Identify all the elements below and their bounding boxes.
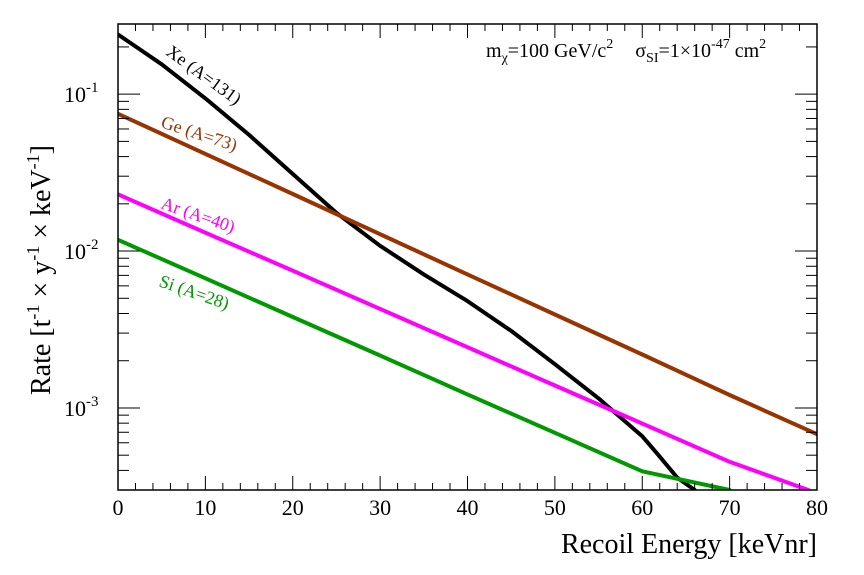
annotation-m-sup: 2 bbox=[606, 37, 613, 52]
x-tick-label: 0 bbox=[113, 495, 124, 520]
x-tick-label: 40 bbox=[457, 495, 479, 520]
x-tick-label: 80 bbox=[806, 495, 828, 520]
annotation-s-sup: -47 bbox=[711, 37, 730, 52]
annotation-s-unit-sup: 2 bbox=[759, 37, 766, 52]
x-tick-label: 30 bbox=[369, 495, 391, 520]
series-line-2 bbox=[118, 192, 811, 490]
x-axis-title: Recoil Energy [keVnr] bbox=[561, 529, 817, 560]
y-tick-label: 10-3 bbox=[64, 394, 99, 421]
series-line-3 bbox=[118, 237, 732, 490]
y-axis-title: Rate [t-1 × y-1 × keV-1] bbox=[23, 145, 57, 395]
x-tick-label: 70 bbox=[719, 495, 741, 520]
annotation-text: mχ=100 GeV/c2 σSI=1×10-47 cm2 bbox=[486, 37, 766, 66]
series-line-1 bbox=[118, 111, 817, 437]
x-tick-label: 10 bbox=[194, 495, 216, 520]
series-line-0 bbox=[118, 32, 697, 490]
y-tick-label: 10-2 bbox=[64, 237, 99, 264]
y-tick-label: 10-1 bbox=[64, 80, 99, 107]
annotation-m-sub: χ bbox=[501, 51, 509, 66]
x-tick-label: 60 bbox=[631, 495, 653, 520]
x-tick-label: 50 bbox=[544, 495, 566, 520]
x-tick-label: 20 bbox=[282, 495, 304, 520]
annotation-s-sub: SI bbox=[646, 51, 659, 66]
